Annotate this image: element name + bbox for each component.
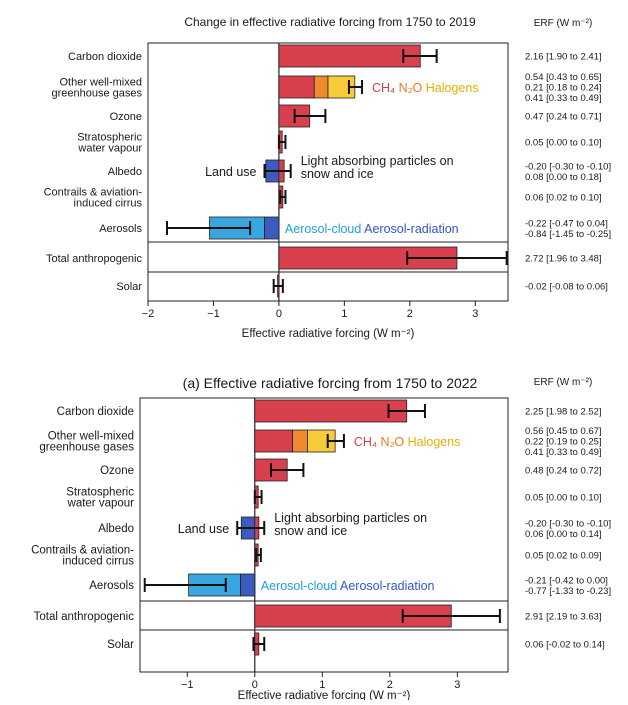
erf-value: -0.20 [-0.30 to -0.10] (525, 518, 611, 529)
land-use-annotation: Land use (178, 522, 229, 536)
category-label: Aerosols (99, 223, 142, 235)
category-label: Solar (116, 281, 142, 293)
category-label: Ozone (110, 111, 142, 123)
annotation-part: Halogens (422, 81, 478, 95)
category-label: Albedo (108, 166, 142, 178)
erf-value: 0.41 [0.33 to 0.49] (525, 447, 602, 458)
category-label: Aerosols (89, 580, 134, 592)
chart-title: Change in effective radiative forcing fr… (184, 15, 476, 29)
annotation-part: Aerosol-radiation (337, 579, 434, 593)
lap-annotation: Light absorbing particles on (301, 154, 454, 168)
erf-value: 0.06 [0.00 to 0.14] (525, 529, 602, 540)
erf-value: -0.21 [-0.42 to 0.00] (525, 575, 608, 586)
category-label: Ozone (100, 465, 134, 477)
erf-value: 0.56 [0.45 to 0.67] (525, 426, 602, 437)
erf-value: 2.72 [1.96 to 3.48] (525, 254, 602, 265)
erf-value: 2.91 [2.19 to 3.63] (525, 612, 602, 623)
category-label: Contrails & aviation-induced cirrus (31, 545, 134, 568)
category-label: Total anthropogenic (34, 611, 135, 623)
bar-annotation: Aerosol-cloud Aerosol-radiation (285, 222, 459, 236)
erf-value: 0.21 [0.18 to 0.24] (525, 83, 602, 94)
x-tick-label: 1 (319, 679, 325, 691)
category-label: Solar (107, 639, 134, 651)
erf-value: 0.41 [0.33 to 0.49] (525, 93, 602, 104)
annotation-part: N₂O (395, 81, 422, 95)
erf-value: 0.06 [0.02 to 0.10] (525, 193, 602, 204)
erf-value: -0.77 [-1.33 to -0.23] (525, 586, 611, 597)
erf-value: 0.06 [-0.02 to 0.14] (525, 640, 605, 651)
chart-title: (a) Effective radiative forcing from 175… (183, 375, 478, 391)
annotation-part: Aerosol-cloud (285, 222, 361, 236)
erf-value: 0.05 [0.00 to 0.10] (525, 493, 602, 504)
lap-annotation: snow and ice (274, 524, 347, 538)
plot-frame (147, 42, 509, 302)
x-tick-label: 2 (407, 308, 413, 320)
annotation-part: CH₄ (372, 81, 395, 95)
land-use-annotation: Land use (205, 165, 256, 179)
bar-segment (313, 75, 329, 99)
annotation-part: CH₄ (354, 435, 377, 449)
annotation-part: Halogens (404, 435, 460, 449)
erf-header: ERF (W m⁻²) (534, 18, 593, 29)
x-tick-label: −1 (207, 308, 220, 320)
bar-segment (254, 429, 294, 453)
erf-value: -0.84 [-1.45 to -0.25] (525, 229, 611, 240)
category-label: Other well-mixed greenhouse gases (39, 431, 134, 454)
x-tick-label: 2 (387, 679, 393, 691)
category-label: Carbon dioxide (68, 51, 142, 63)
lap-annotation: snow and ice (301, 167, 374, 181)
bar-segment (292, 429, 308, 453)
bar-annotation: Aerosol-cloud Aerosol-radiation (261, 579, 435, 593)
erf-value: 2.25 [1.98 to 2.52] (525, 407, 602, 418)
erf-value: -0.20 [-0.30 to -0.10] (525, 161, 611, 172)
x-tick-label: −2 (142, 308, 155, 320)
plot-frame (139, 397, 509, 673)
annotation-part: N₂O (377, 435, 404, 449)
x-tick-label: −1 (181, 679, 194, 691)
erf-value: 2.16 [1.90 to 2.41] (525, 52, 602, 63)
erf-value: -0.22 [-0.47 to 0.04] (525, 218, 608, 229)
erf-value: 0.22 [0.19 to 0.25] (525, 437, 602, 448)
x-axis-label: Effective radiative forcing (W m⁻²) (242, 328, 415, 340)
erf-value: 0.08 [0.00 to 0.18] (525, 172, 602, 183)
bar-segment (254, 399, 408, 423)
lap-annotation: Light absorbing particles on (274, 511, 427, 525)
x-tick-label: 3 (472, 308, 478, 320)
bar-segment (278, 75, 315, 99)
category-label: Albedo (98, 523, 134, 535)
erf-value: 0.05 [0.00 to 0.10] (525, 138, 602, 149)
erf-header: ERF (W m⁻²) (534, 377, 593, 388)
erf-value: -0.02 [-0.08 to 0.06] (525, 282, 608, 293)
category-label: Other well-mixed greenhouse gases (51, 77, 142, 100)
category-label: Stratospheric water vapour (66, 487, 134, 510)
x-tick-label: 0 (276, 308, 282, 320)
annotation-part: Aerosol-radiation (361, 222, 458, 236)
erf-value: 0.48 [0.24 to 0.72] (525, 466, 602, 477)
category-label: Carbon dioxide (57, 406, 134, 418)
x-tick-label: 1 (341, 308, 347, 320)
erf-value: 0.05 [0.02 to 0.09] (525, 551, 602, 562)
erf-value: 0.54 [0.43 to 0.65] (525, 72, 602, 83)
category-label: Total anthropogenic (46, 253, 143, 265)
bar-segment (264, 216, 280, 240)
bar-annotation: CH₄ N₂O Halogens (372, 81, 479, 95)
x-tick-label: 3 (454, 679, 460, 691)
x-tick-label: 0 (252, 679, 258, 691)
bar-segment (240, 573, 256, 597)
category-label: Stratospheric water vapour (77, 132, 142, 155)
annotation-part: Aerosol-cloud (261, 579, 337, 593)
bar-segment (278, 44, 421, 68)
bar-annotation: CH₄ N₂O Halogens (354, 435, 461, 449)
x-axis-label: Effective radiative forcing (W m⁻²) (238, 690, 411, 700)
category-label: Contrails & aviation-induced cirrus (44, 187, 143, 210)
erf-value: 0.47 [0.24 to 0.71] (525, 112, 602, 123)
